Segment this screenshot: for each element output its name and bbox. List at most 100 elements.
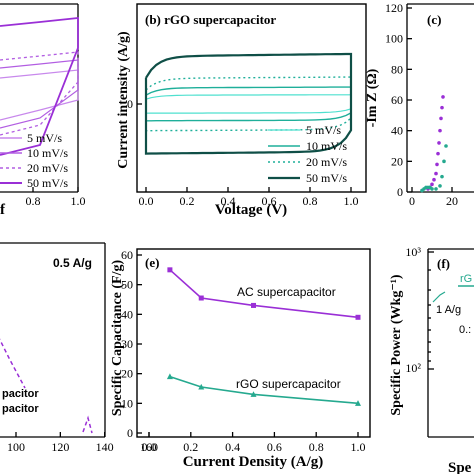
x-tick-label-e: 0.6	[267, 440, 282, 454]
y-tick-label-f-2: 10²	[405, 361, 421, 375]
panel-a: 0.8 1.0 5 mV/s10 mV/s20 mV/s50 mV/s f	[0, 3, 86, 218]
series-label-e-ac: AC supercapacitor	[237, 285, 336, 299]
cv-curve-a-3	[0, 17, 79, 156]
data-point-c-purple	[438, 128, 442, 133]
data-point-c-teal	[434, 187, 438, 191]
cv-curve-50-mV-s	[144, 52, 353, 155]
legend-label-b: 5 mV/s	[306, 123, 341, 137]
y-axis-label-c: -Im Z (Ω)	[365, 68, 380, 127]
y-tick-label-e: 0	[127, 426, 133, 440]
annotation-f-05: 0.:	[459, 324, 471, 336]
cv-curve-20-mV-s	[145, 76, 352, 132]
x-tick-label-c: 20	[446, 194, 458, 208]
legend-label-b: 50 mV/s	[306, 171, 347, 185]
x-tick-label-b: 0.8	[303, 194, 318, 208]
data-point-c-purple	[434, 171, 438, 176]
panel-title-b: (b) rGO supercapacitor	[145, 12, 276, 27]
legend-label-b: 20 mV/s	[306, 155, 347, 169]
y-tick-label-c: 100	[385, 32, 403, 46]
x-tick-label-d: 120	[51, 440, 69, 454]
data-point-c-purple	[441, 95, 445, 99]
y-tick-label-c: 80	[391, 62, 403, 76]
x-tick-label-b: 0.6	[262, 194, 277, 208]
panel-title-e: (e)	[145, 255, 159, 270]
y-tick-label-c: 120	[385, 1, 403, 15]
legend-label-a: 10 mV/s	[27, 146, 68, 160]
x-axis-label-b: Voltage (V)	[215, 202, 287, 218]
legend-label-a: 50 mV/s	[27, 176, 68, 190]
x-axis-label-e: Current Density (A/g)	[183, 454, 324, 470]
series-label-e-rgo: rGO supercapacitor	[236, 377, 341, 391]
plot-frame-e	[136, 248, 371, 438]
x-tick-label-a: 0.8	[26, 194, 41, 208]
legend-label-d-1: pacitor	[2, 388, 39, 400]
annotation-f-1ag: 1 A/g	[436, 304, 461, 316]
data-point-c-purple	[432, 177, 436, 182]
data-point-e-1	[250, 391, 257, 397]
data-point-c-teal	[440, 174, 444, 179]
annotation-d: 0.5 A/g	[53, 256, 92, 270]
x-tick-label-b: 0.4	[221, 194, 236, 208]
y-tick-label-e: 60	[121, 248, 133, 262]
legend-label-b: 10 mV/s	[306, 139, 347, 153]
cv-curve-a-1	[0, 59, 79, 129]
x-tick-label-e: 0.0	[142, 440, 157, 454]
x-tick-label-d: 100	[7, 440, 25, 454]
cv-curve-5-mV-s	[145, 94, 352, 114]
y-tick-label-c: 0	[397, 185, 403, 199]
spike-line-d	[82, 415, 93, 434]
y-axis-label-b: Current intensity (A/g)	[116, 31, 131, 169]
y-tick-label-e: 50	[121, 278, 133, 292]
data-point-c-purple	[439, 116, 443, 121]
data-point-e-1	[166, 373, 173, 380]
x-tick-label-c: 0	[409, 194, 415, 208]
data-point-c-teal	[444, 144, 448, 148]
x-tick-label-e: 0.4	[225, 440, 240, 454]
legend-label-a: 5 mV/s	[27, 131, 62, 145]
series-line-e-0	[169, 269, 359, 319]
data-point-e-0	[355, 314, 361, 320]
panel-c: 0 20 40 60 80 100 120 0 20 -Im Z (Ω) (c)	[365, 1, 474, 208]
x-tick-label-b: 1.0	[344, 194, 359, 208]
y-axis-label-f: Specific Power (Wkg⁻¹)	[389, 274, 404, 416]
x-tick-label-d: 160	[140, 440, 158, 454]
data-point-c-teal	[438, 184, 442, 188]
plot-frame-b	[136, 3, 367, 193]
data-point-e-1	[198, 383, 205, 390]
panel-e: 0.0 0.2 0.4 0.6 0.8 1.0 0 10 20 30 40 50 60 Current D…	[110, 248, 371, 470]
arrow-f	[432, 291, 446, 303]
y-axis-label-e: Specific Capacitance (F/g)	[110, 260, 125, 417]
data-point-c-teal	[442, 159, 446, 164]
y-tick-label-c: 40	[391, 124, 403, 138]
x-tick-label-e: 1.0	[351, 440, 366, 454]
data-point-e-1	[355, 400, 361, 406]
annotation-f-rgo: rG	[460, 273, 472, 285]
series-line-e-1	[169, 375, 359, 405]
legend-label-d-2: pacitor	[2, 403, 39, 415]
discharge-line-d	[0, 338, 26, 389]
data-point-e-0	[251, 302, 256, 308]
data-point-c-purple	[437, 141, 441, 145]
y-tick-label-c: 60	[391, 93, 403, 107]
x-tick-label-d: 140	[96, 440, 114, 454]
panel-d: 100 120 140 160 0.5 A/g pacitor pacitor	[0, 242, 158, 454]
data-point-c-teal	[430, 187, 434, 191]
y-tick-label-b: 0	[127, 97, 133, 111]
y-tick-label-c: 20	[391, 154, 403, 168]
x-tick-label-e: 0.8	[309, 440, 324, 454]
data-point-c-purple	[440, 105, 444, 110]
x-axis-label-partial-f: Spe	[448, 460, 472, 474]
data-point-e-0	[167, 267, 173, 273]
cv-curve-10-mV-s	[145, 86, 352, 122]
data-point-e-0	[198, 295, 204, 301]
y-tick-label-e: 30	[121, 337, 133, 351]
data-point-c-purple	[435, 162, 439, 167]
y-tick-label-e: 40	[121, 307, 133, 321]
legend-label-a: 20 mV/s	[27, 161, 68, 175]
panel-b: 0.0 0.2 0.4 0.6 0.8 1.0 0 Voltage (V) Current in…	[116, 3, 367, 218]
y-tick-label-f-1: 10³	[405, 245, 421, 259]
y-tick-label-e: 20	[121, 367, 133, 381]
x-tick-label-b: 0.0	[139, 194, 154, 208]
panel-title-f: (f)	[437, 256, 450, 271]
